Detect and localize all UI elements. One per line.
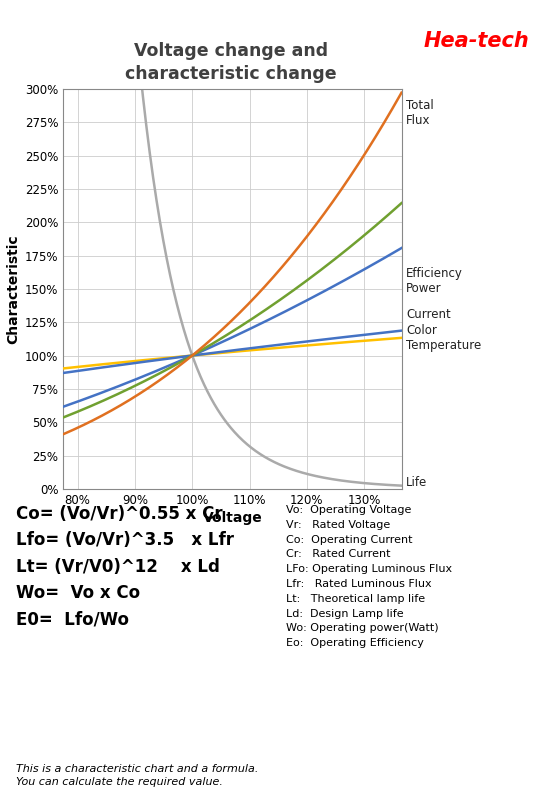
Text: Voltage change and
characteristic change: Voltage change and characteristic change — [125, 42, 337, 83]
Text: Efficiency
Power: Efficiency Power — [406, 267, 463, 295]
Text: Hea-tech: Hea-tech — [424, 31, 529, 51]
X-axis label: Voltage: Voltage — [202, 511, 262, 525]
Text: Total
Flux: Total Flux — [406, 99, 433, 127]
Text: Life: Life — [406, 476, 427, 489]
Text: This is a characteristic chart and a formula.
You can calculate the required val: This is a characteristic chart and a for… — [16, 764, 259, 787]
Text: Current
Color
Temperature: Current Color Temperature — [406, 308, 481, 352]
Text: Co= (Vo/Vr)^0.55 x Cr
Lfo= (Vo/Vr)^3.5   x Lfr
Lt= (Vr/V0)^12    x Ld
Wo=  Vo x : Co= (Vo/Vr)^0.55 x Cr Lfo= (Vo/Vr)^3.5 x… — [16, 505, 234, 629]
Text: Vo:  Operating Voltage
Vr:   Rated Voltage
Co:  Operating Current
Cr:   Rated Cu: Vo: Operating Voltage Vr: Rated Voltage … — [286, 505, 452, 648]
Y-axis label: Characteristic: Characteristic — [7, 234, 21, 343]
